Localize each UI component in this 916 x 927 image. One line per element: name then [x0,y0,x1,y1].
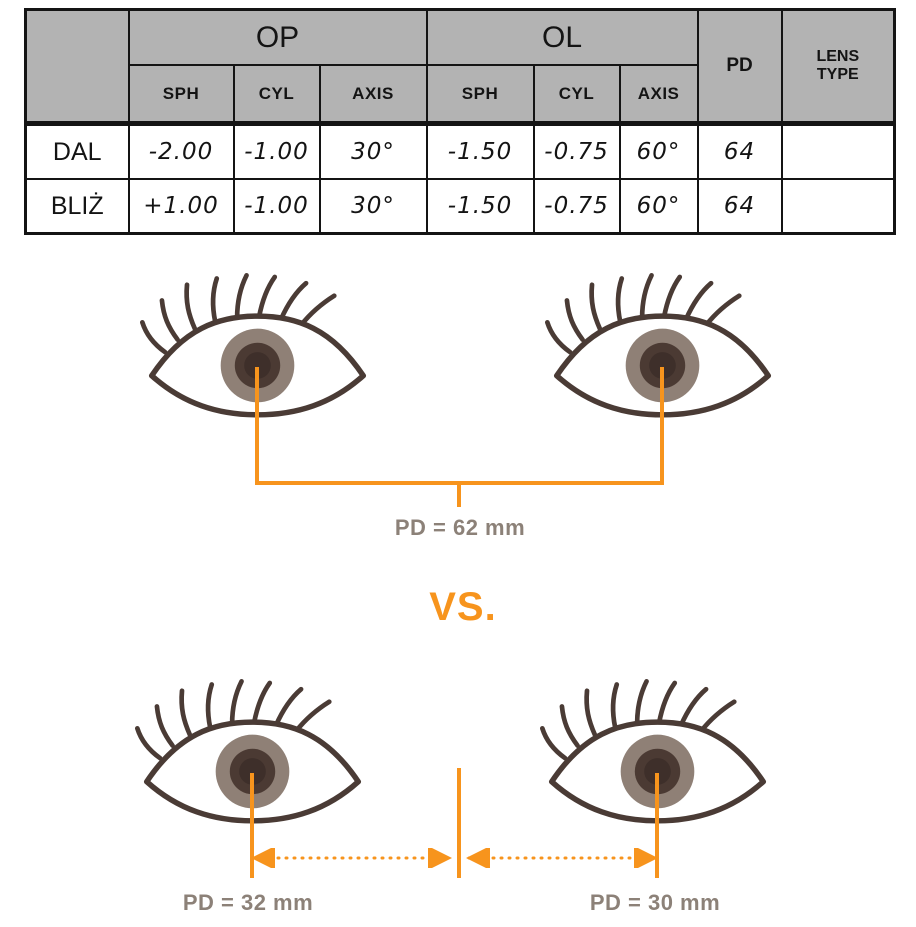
corner-cell [24,8,130,125]
pd-dotted-arrows [251,848,658,868]
cell-bliz-lens [780,178,896,235]
cell-dal-lens [780,121,896,180]
left-pupil-line [250,773,254,878]
right-pupil-line [660,367,664,485]
col-group-ol: OL [425,8,699,66]
right-monocular-pd-label: PD = 30 mm [589,890,721,915]
row-label-bliz: BLIŻ [24,178,130,235]
cell-dal-cyl-ol: -0.75 [532,121,621,180]
cell-dal-axis-op: 30° [318,121,428,180]
cell-bliz-sph-op: +1.00 [127,178,235,235]
cell-dal-pd: 64 [696,121,783,180]
row-label-dal: DAL [24,121,130,180]
cell-dal-sph-op: -2.00 [127,121,235,180]
cell-bliz-sph-ol: -1.50 [425,178,535,235]
cell-bliz-axis-ol: 60° [618,178,699,235]
cell-dal-sph-ol: -1.50 [425,121,535,180]
col-header-axis-op: AXIS [318,64,428,125]
nose-center-line [457,768,461,878]
cell-bliz-axis-op: 30° [318,178,428,235]
col-header-cyl-op: CYL [232,64,321,125]
cell-bliz-cyl-op: -1.00 [232,178,321,235]
col-header-sph-ol: SPH [425,64,535,125]
col-header-lens-type: LENS TYPE [780,8,896,125]
cell-bliz-cyl-ol: -0.75 [532,178,621,235]
col-header-pd: PD [696,8,783,125]
left-pupil-line [255,367,259,485]
vs-label: VS. [429,585,497,629]
col-header-axis-ol: AXIS [618,64,699,125]
table-row-bliz: BLIŻ +1.00 -1.00 30° -1.50 -0.75 60° 64 [24,178,896,235]
left-monocular-pd-label: PD = 32 mm [182,890,314,915]
table-row-dal: DAL -2.00 -1.00 30° -1.50 -0.75 60° 64 [24,121,896,180]
cell-dal-cyl-op: -1.00 [232,121,321,180]
cell-bliz-pd: 64 [696,178,783,235]
col-group-op: OP [127,8,428,66]
col-header-sph-op: SPH [127,64,235,125]
right-pupil-line [655,773,659,878]
cell-dal-axis-ol: 60° [618,121,699,180]
prescription-table: OP OL PD LENS TYPE SPH CYL AXIS SPH CYL … [24,8,897,235]
col-header-cyl-ol: CYL [532,64,621,125]
pd-bracket-tick [457,481,461,507]
binocular-pd-label: PD = 62 mm [394,515,526,540]
